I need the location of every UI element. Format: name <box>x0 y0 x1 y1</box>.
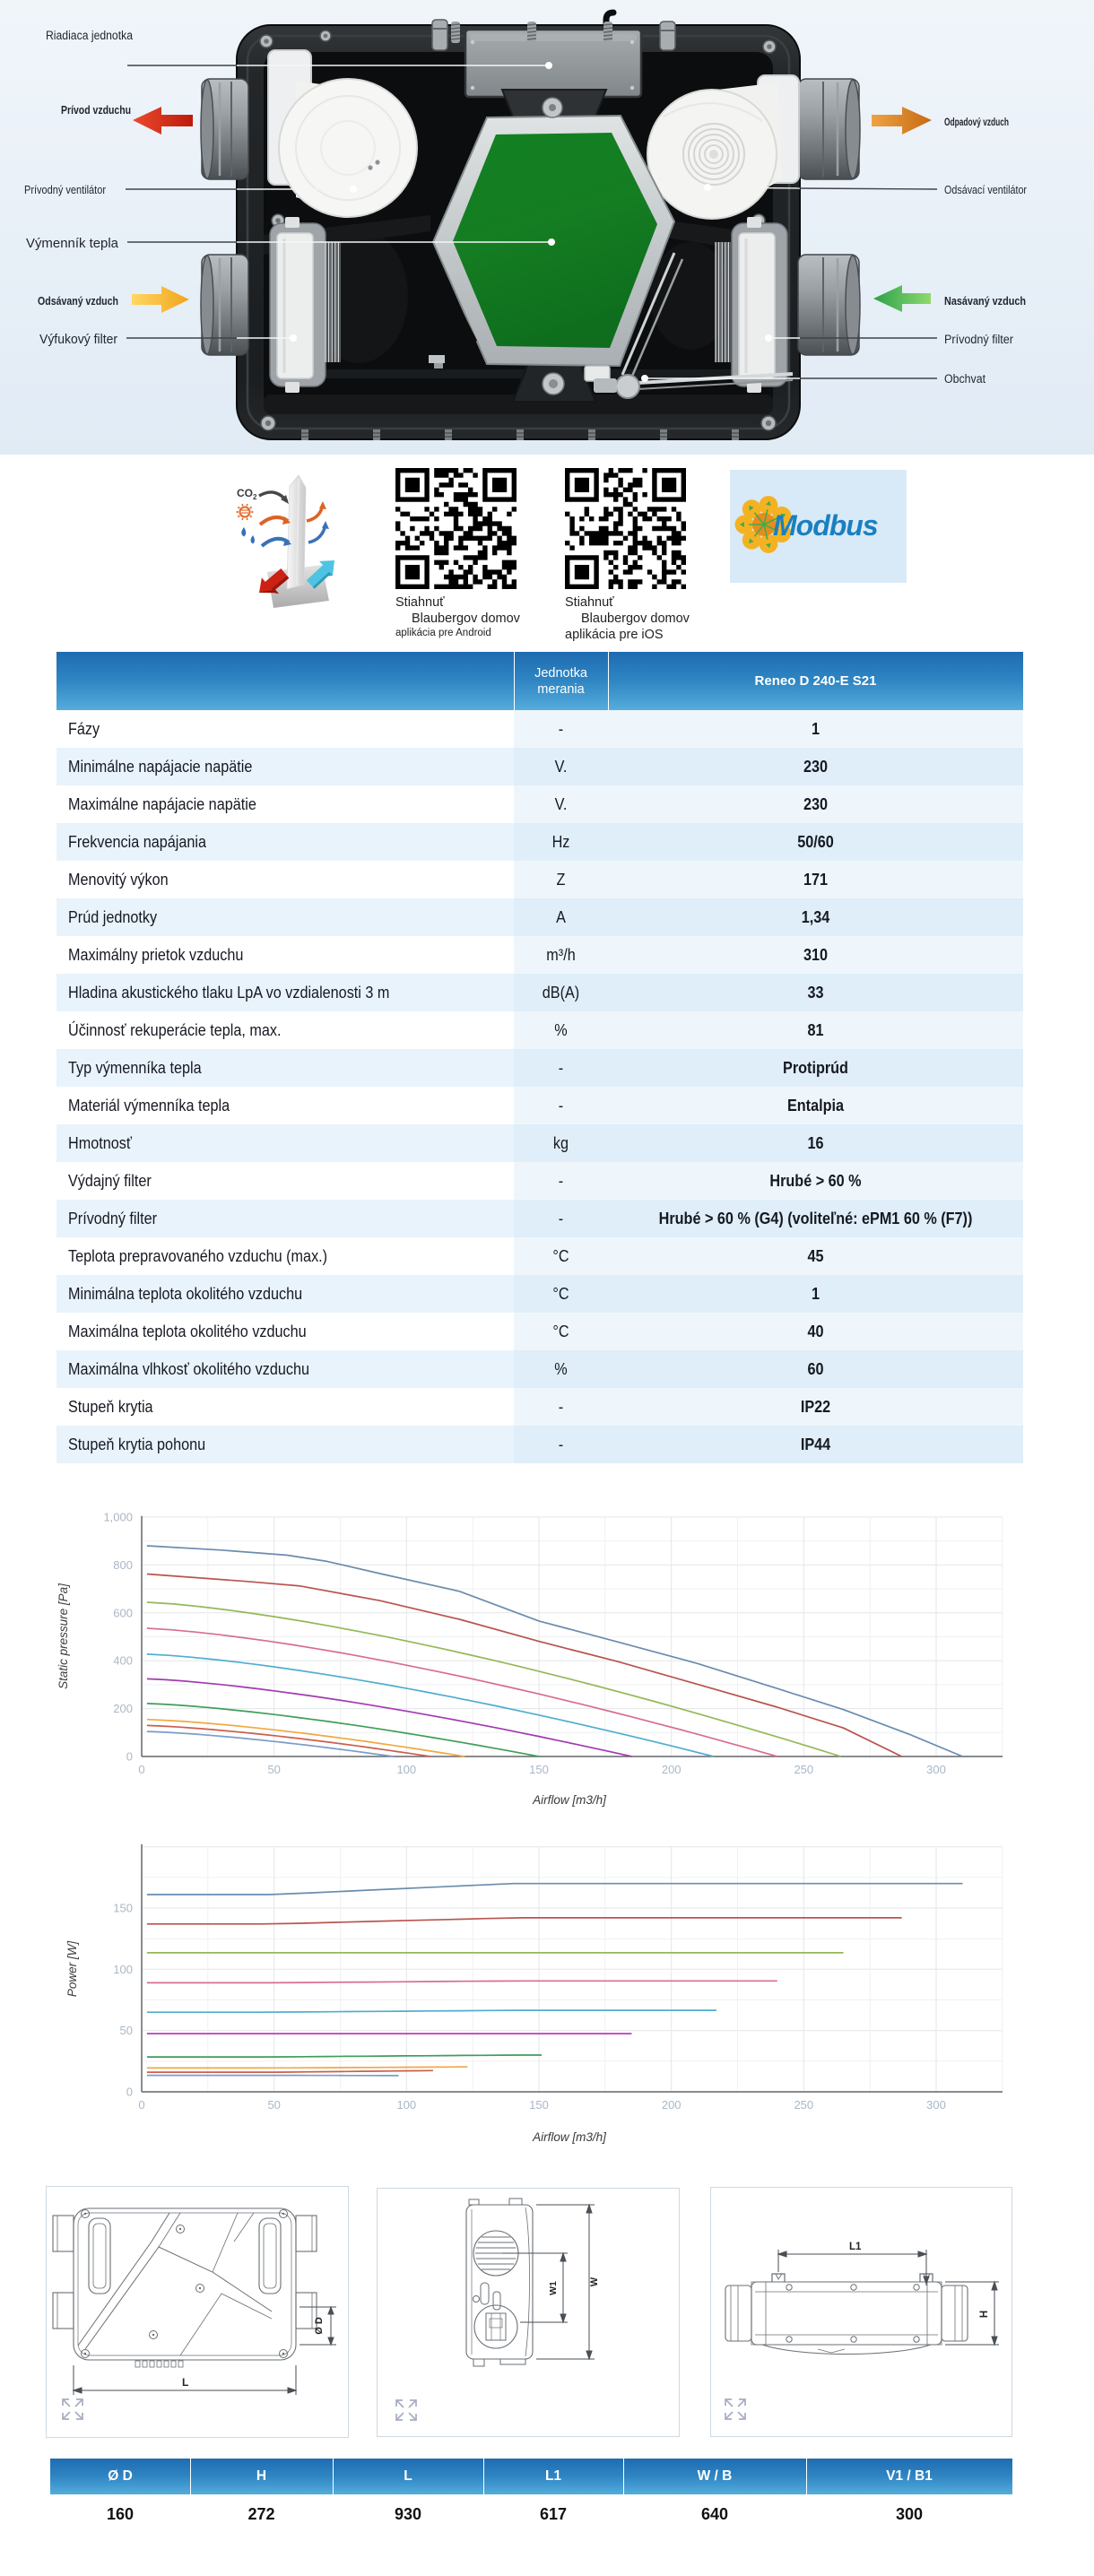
svg-text:Nasávaný vzduch: Nasávaný vzduch <box>944 294 1026 308</box>
svg-text:Ø D: Ø D <box>314 2317 325 2335</box>
svg-text:Static pressure [Pa]: Static pressure [Pa] <box>56 1583 70 1689</box>
svg-text:100: 100 <box>396 1763 416 1776</box>
svg-text:300: 300 <box>926 2098 946 2112</box>
svg-text:300: 300 <box>926 1763 946 1776</box>
svg-text:50: 50 <box>267 2098 280 2112</box>
svg-text:Obchvat: Obchvat <box>944 372 985 386</box>
svg-text:250: 250 <box>794 1763 813 1776</box>
svg-text:Modbus: Modbus <box>773 509 878 542</box>
svg-text:100: 100 <box>113 1963 133 1976</box>
svg-text:200: 200 <box>113 1702 133 1715</box>
svg-text:Výfukový filter: Výfukový filter <box>39 333 117 347</box>
svg-text:Prívod vzduchu: Prívod vzduchu <box>61 104 131 117</box>
svg-text:Výmenník tepla: Výmenník tepla <box>26 237 119 251</box>
svg-text:2: 2 <box>253 493 257 501</box>
svg-text:150: 150 <box>529 2098 549 2112</box>
svg-text:CO: CO <box>237 487 253 499</box>
svg-text:W: W <box>589 2277 600 2286</box>
svg-text:0: 0 <box>138 1763 144 1776</box>
svg-text:0: 0 <box>138 2098 144 2112</box>
svg-text:200: 200 <box>662 2098 682 2112</box>
svg-text:150: 150 <box>529 1763 549 1776</box>
svg-text:H: H <box>979 2311 990 2318</box>
svg-text:Odsávací ventilátor: Odsávací ventilátor <box>944 184 1027 196</box>
svg-text:L: L <box>182 2376 188 2389</box>
svg-text:800: 800 <box>113 1558 133 1572</box>
svg-text:Prívodný ventilátor: Prívodný ventilátor <box>24 184 106 196</box>
svg-text:150: 150 <box>113 1902 133 1915</box>
svg-text:1,000: 1,000 <box>103 1511 133 1524</box>
svg-text:100: 100 <box>396 2098 416 2112</box>
svg-text:250: 250 <box>794 2098 813 2112</box>
svg-text:Odpadový vzduch: Odpadový vzduch <box>944 116 1009 128</box>
svg-text:Airflow [m3/h]: Airflow [m3/h] <box>532 2130 607 2144</box>
svg-text:W1: W1 <box>548 2281 559 2295</box>
svg-text:200: 200 <box>662 1763 682 1776</box>
svg-text:0: 0 <box>126 2086 133 2099</box>
svg-text:Odsávaný vzduch: Odsávaný vzduch <box>38 294 118 308</box>
svg-text:600: 600 <box>113 1606 133 1619</box>
svg-text:Power [W]: Power [W] <box>65 1940 79 1998</box>
svg-text:L1: L1 <box>849 2242 862 2252</box>
svg-text:0: 0 <box>126 1750 133 1764</box>
svg-text:400: 400 <box>113 1654 133 1668</box>
svg-text:50: 50 <box>120 2024 133 2037</box>
svg-text:50: 50 <box>267 1763 280 1776</box>
svg-text:Riadiaca jednotka: Riadiaca jednotka <box>46 29 133 42</box>
svg-text:Prívodný filter: Prívodný filter <box>944 333 1013 346</box>
svg-text:Airflow [m3/h]: Airflow [m3/h] <box>532 1793 607 1807</box>
